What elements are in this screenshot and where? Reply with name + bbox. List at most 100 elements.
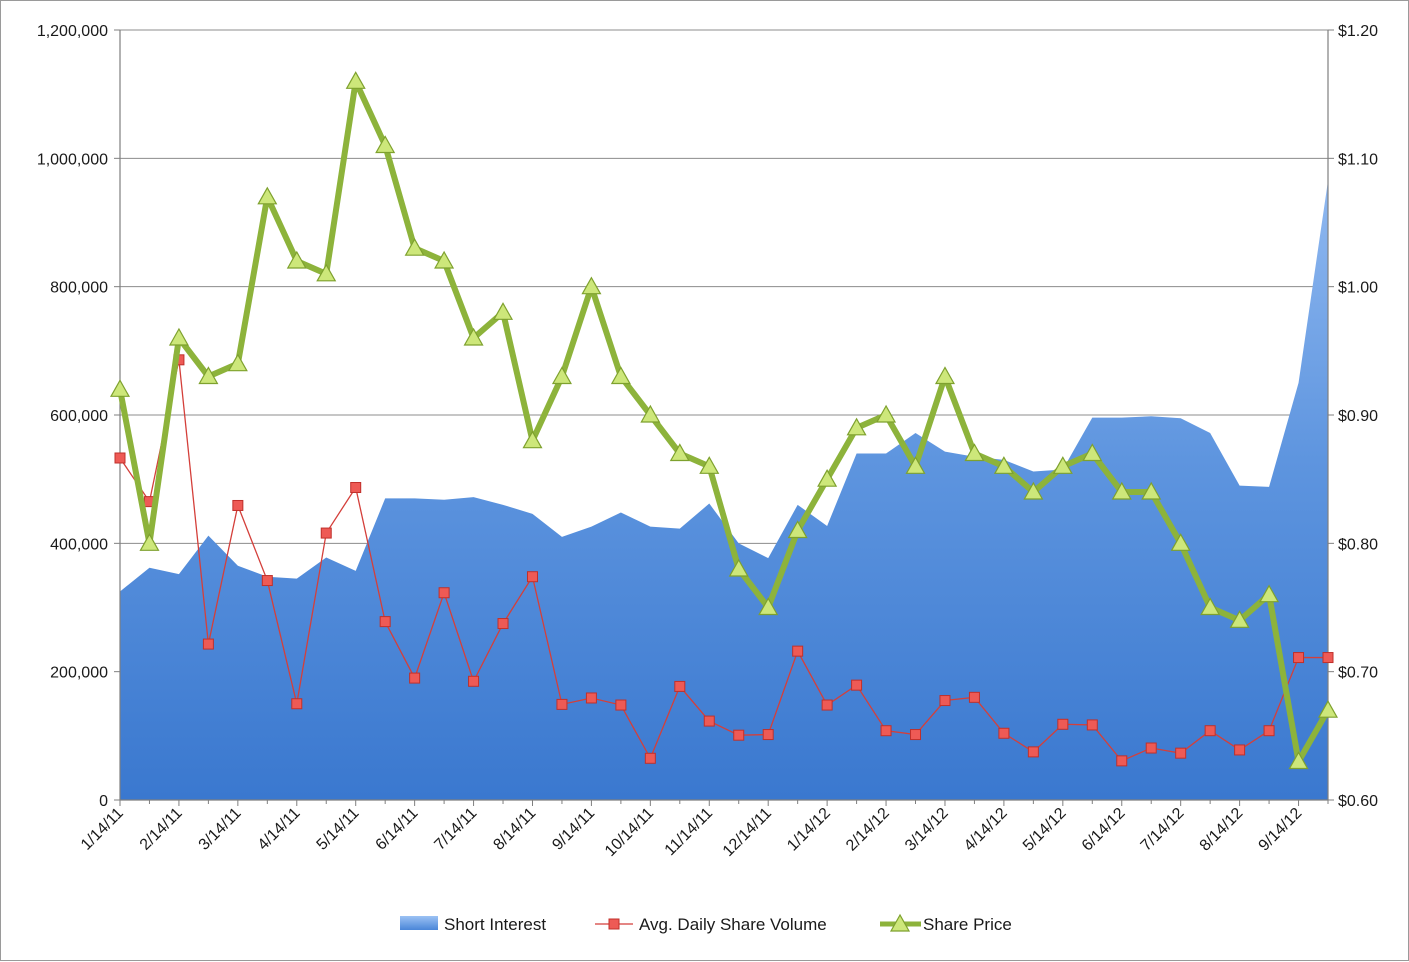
legend: Short Interest Avg. Daily Share Volume Sha… <box>400 913 1012 934</box>
x-tick-label: 2/14/11 <box>137 805 186 854</box>
right-y-tick-label: $0.60 <box>1338 793 1378 810</box>
price-point <box>1200 597 1221 616</box>
volume-point <box>644 752 656 764</box>
left-y-tick-label: 1,200,000 <box>37 23 108 40</box>
price-point <box>610 366 631 385</box>
right-y-tick-label: $0.80 <box>1338 536 1378 553</box>
price-point <box>1111 481 1132 500</box>
x-tick-label: 3/14/12 <box>902 805 952 855</box>
x-tick-label: 9/14/12 <box>1256 805 1306 855</box>
volume-point <box>232 499 244 511</box>
price-point <box>1052 456 1073 474</box>
volume-point <box>438 587 450 599</box>
volume-point <box>585 692 597 704</box>
x-tick-label: 5/14/12 <box>1020 805 1070 855</box>
volume-point <box>468 675 480 687</box>
x-tick-label: 4/14/11 <box>255 805 304 854</box>
volume-point <box>202 638 214 650</box>
legend-swatch-short-interest <box>400 916 438 930</box>
legend-swatch-volume-marker <box>608 918 620 930</box>
price-point <box>876 404 897 423</box>
price-point <box>1170 533 1191 551</box>
axes <box>114 29 1334 806</box>
x-tick-label: 9/14/11 <box>549 805 598 854</box>
left-y-tick-label: 200,000 <box>50 665 108 682</box>
volume-point <box>1204 725 1216 737</box>
volume-point <box>792 645 804 657</box>
volume-point <box>1322 652 1334 664</box>
volume-point <box>615 699 627 711</box>
volume-point <box>762 729 774 741</box>
x-tick-label: 11/14/11 <box>662 805 716 859</box>
volume-point <box>1145 742 1157 754</box>
volume-point <box>1116 755 1128 767</box>
volume-point <box>1027 746 1039 758</box>
x-tick-label: 8/14/12 <box>1197 805 1247 855</box>
right-y-tick-label: $1.00 <box>1338 280 1378 297</box>
volume-point <box>939 695 951 707</box>
x-tick-label: 7/14/12 <box>1138 805 1188 855</box>
volume-series-layer <box>114 354 1334 767</box>
price-point <box>964 443 985 462</box>
volume-point <box>1263 725 1275 737</box>
x-tick-label: 10/14/11 <box>602 805 657 860</box>
right-y-tick-label: $1.20 <box>1338 23 1378 40</box>
left-y-tick-label: 400,000 <box>50 536 108 553</box>
x-tick-label: 6/14/11 <box>373 805 422 854</box>
price-point <box>492 302 514 320</box>
x-tick-label: 4/14/12 <box>961 805 1011 855</box>
volume-point <box>261 575 273 587</box>
volume-point <box>674 680 686 692</box>
x-tick-label: 7/14/11 <box>431 805 480 854</box>
price-point <box>581 276 602 295</box>
volume-point <box>998 727 1010 739</box>
y-tick-labels: 0 200,000 400,000 600,000 800,000 1,000,000 1,… <box>37 23 1378 810</box>
price-point <box>1259 584 1280 603</box>
left-y-tick-label: 800,000 <box>50 280 108 297</box>
volume-point <box>821 699 833 711</box>
x-tick-label: 1/14/11 <box>78 805 127 854</box>
volume-point <box>1086 719 1098 731</box>
left-y-tick-label: 1,000,000 <box>37 151 108 168</box>
price-series-layer <box>109 71 1339 770</box>
legend-label-short-interest: Short Interest <box>444 915 546 934</box>
volume-point <box>968 691 980 703</box>
price-point <box>1317 699 1339 718</box>
right-y-tick-label: $0.90 <box>1338 408 1378 425</box>
price-point <box>1082 443 1103 462</box>
volume-point <box>851 679 863 691</box>
short-interest-area <box>120 180 1328 801</box>
volume-point <box>703 715 715 727</box>
left-y-tick-label: 600,000 <box>50 408 108 425</box>
volume-point <box>910 729 922 741</box>
price-point <box>198 366 219 385</box>
price-point <box>699 456 720 474</box>
volume-point <box>1057 718 1069 730</box>
price-point <box>139 533 160 551</box>
volume-point <box>1234 744 1246 756</box>
short-interest-area-layer <box>120 180 1328 801</box>
volume-point <box>291 698 303 710</box>
volume-point <box>733 729 745 741</box>
volume-point <box>379 616 391 628</box>
volume-point <box>1175 747 1187 759</box>
price-point <box>787 520 808 539</box>
price-point <box>758 597 779 616</box>
legend-label-volume: Avg. Daily Share Volume <box>639 915 827 934</box>
price-point <box>168 327 189 346</box>
x-tick-label: 2/14/12 <box>843 805 893 855</box>
price-point <box>345 71 366 89</box>
price-point <box>109 379 131 397</box>
price-point <box>1229 610 1250 628</box>
price-point <box>669 443 690 462</box>
price-point <box>1141 481 1162 500</box>
price-point <box>375 135 396 154</box>
price-point <box>846 417 867 436</box>
volume-point <box>497 618 509 630</box>
x-tick-label: 6/14/12 <box>1079 805 1129 855</box>
volume-point <box>114 452 126 464</box>
x-tick-label: 5/14/11 <box>314 805 363 854</box>
price-point <box>522 430 543 449</box>
